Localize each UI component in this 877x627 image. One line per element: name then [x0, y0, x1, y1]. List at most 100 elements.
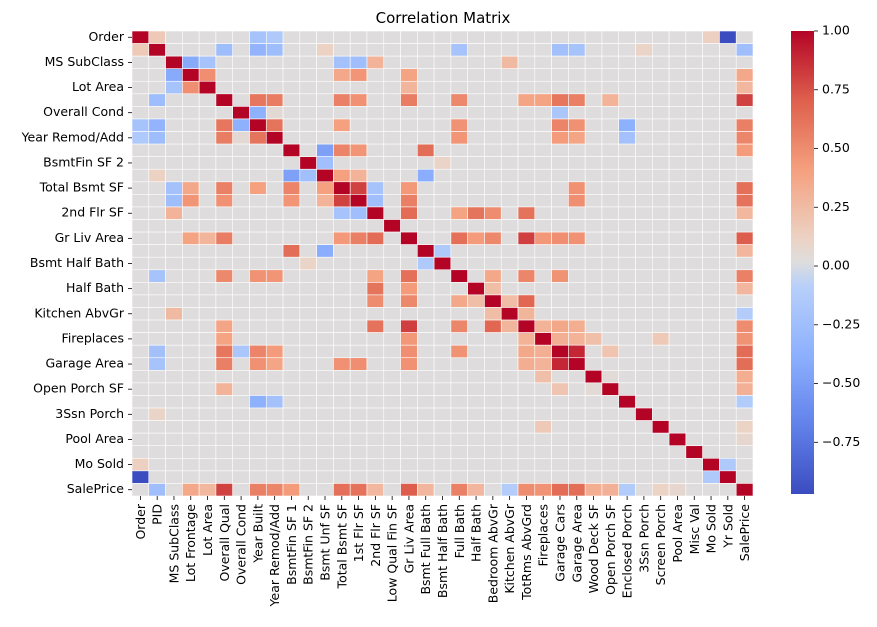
heatmap-cell — [316, 445, 334, 459]
heatmap-cell — [131, 244, 150, 258]
heatmap-cell — [232, 118, 250, 132]
heatmap-cell — [467, 319, 485, 333]
heatmap-cell — [383, 294, 401, 308]
heatmap-cell — [685, 269, 703, 283]
heatmap-cell — [299, 269, 317, 283]
heatmap-cell — [685, 194, 703, 208]
heatmap-cell — [719, 93, 737, 107]
heatmap-cell — [685, 244, 703, 258]
heatmap-cell — [282, 219, 301, 233]
heatmap-cell — [635, 194, 653, 208]
heatmap-cell — [148, 168, 166, 183]
heatmap-cell — [333, 457, 351, 472]
heatmap-cell — [735, 168, 754, 183]
heatmap-cell — [685, 357, 703, 371]
heatmap-cell — [232, 294, 250, 308]
heatmap-cell — [719, 269, 737, 283]
heatmap-cell — [517, 206, 536, 220]
heatmap-cell — [500, 168, 519, 183]
heatmap-cell — [249, 282, 267, 296]
heatmap-cell — [467, 282, 485, 296]
heatmap-cell — [517, 80, 536, 95]
heatmap-cell — [584, 256, 603, 271]
heatmap-cell — [635, 407, 653, 421]
heatmap-cell — [517, 432, 536, 447]
heatmap-cell — [484, 55, 502, 70]
heatmap-cell — [265, 55, 284, 70]
heatmap-cell — [719, 457, 737, 472]
y-tick-labels: Order MS SubClass Lot Area Overall Cond Year… — [21, 29, 132, 496]
heatmap-cell — [366, 93, 385, 107]
heatmap-cell — [366, 382, 385, 396]
heatmap-cell — [333, 294, 351, 308]
heatmap-cell — [450, 68, 468, 82]
heatmap-cell — [383, 432, 401, 447]
heatmap-cell — [349, 307, 368, 321]
heatmap-cell — [584, 118, 603, 132]
x-tick-label: Order — [133, 503, 148, 539]
heatmap-cell — [635, 143, 653, 157]
heatmap-cell — [131, 282, 150, 296]
heatmap-cell — [584, 407, 603, 421]
heatmap-cell — [165, 168, 183, 183]
heatmap-cell — [299, 43, 317, 57]
heatmap-cell — [165, 106, 183, 120]
heatmap-cell — [635, 30, 653, 44]
heatmap-cell — [417, 80, 435, 95]
heatmap-cell — [450, 181, 468, 195]
heatmap-cell — [450, 282, 468, 296]
heatmap-cell — [282, 282, 301, 296]
heatmap-cell — [349, 445, 368, 459]
heatmap-cell — [484, 30, 502, 44]
heatmap-cell — [601, 106, 620, 120]
heatmap-cell — [735, 332, 754, 346]
heatmap-cell — [148, 231, 166, 245]
heatmap-cell — [400, 106, 418, 120]
heatmap-cell — [467, 143, 485, 157]
heatmap-cell — [215, 231, 234, 245]
heatmap-cell — [551, 244, 569, 258]
heatmap-cell — [299, 206, 317, 220]
heatmap-cell — [400, 395, 418, 409]
heatmap-cell — [635, 432, 653, 447]
heatmap-cell — [417, 407, 435, 421]
heatmap-cell — [400, 445, 418, 459]
heatmap-cell — [534, 445, 552, 459]
heatmap-cell — [584, 432, 603, 447]
heatmap-cell — [450, 131, 468, 145]
heatmap-cell — [215, 357, 234, 371]
heatmap-cell — [450, 344, 468, 359]
heatmap-cell — [568, 219, 586, 233]
heatmap-cell — [484, 445, 502, 459]
heatmap-cell — [601, 194, 620, 208]
heatmap-cell — [568, 332, 586, 346]
heatmap-cell — [467, 344, 485, 359]
heatmap-cell — [232, 319, 250, 333]
heatmap-cell — [517, 395, 536, 409]
heatmap-cell — [702, 483, 720, 497]
y-tick-label: Half Bath — [66, 280, 124, 295]
heatmap-cell — [198, 143, 217, 157]
heatmap-cell — [467, 332, 485, 346]
heatmap-cell — [215, 206, 234, 220]
heatmap-cell — [131, 219, 150, 233]
heatmap-cell — [568, 131, 586, 145]
heatmap-cell — [517, 457, 536, 472]
heatmap-cell — [702, 407, 720, 421]
heatmap-cell — [685, 168, 703, 183]
heatmap-cell — [198, 118, 217, 132]
heatmap-cell — [299, 256, 317, 271]
heatmap-cell — [131, 319, 150, 333]
heatmap-cell — [601, 43, 620, 57]
heatmap-cell — [215, 194, 234, 208]
heatmap-cell — [333, 231, 351, 245]
heatmap-cell — [702, 168, 720, 183]
heatmap-cell — [282, 445, 301, 459]
heatmap-cell — [215, 294, 234, 308]
heatmap-cell — [249, 80, 267, 95]
heatmap-cell — [232, 282, 250, 296]
heatmap-cell — [198, 470, 217, 484]
heatmap-cell — [265, 80, 284, 95]
heatmap-cell — [635, 382, 653, 396]
heatmap-cell — [467, 420, 485, 434]
